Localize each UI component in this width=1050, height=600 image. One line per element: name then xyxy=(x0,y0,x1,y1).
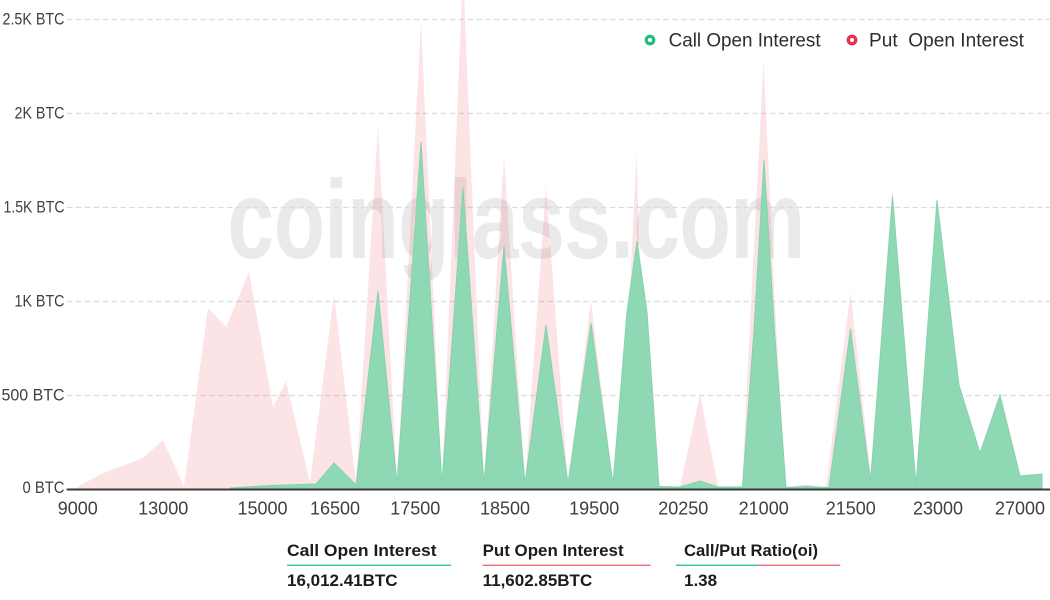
svg-text:23000: 23000 xyxy=(913,498,963,518)
svg-text:16,012.41BTC: 16,012.41BTC xyxy=(287,571,398,590)
svg-text:16500: 16500 xyxy=(310,498,360,518)
svg-text:9000: 9000 xyxy=(58,498,98,518)
svg-text:27000: 27000 xyxy=(995,498,1045,518)
svg-text:13000: 13000 xyxy=(138,498,188,518)
svg-text:Call Open Interest: Call Open Interest xyxy=(669,29,822,51)
svg-text:2.5K BTC: 2.5K BTC xyxy=(3,10,65,29)
svg-text:Put Open Interest: Put Open Interest xyxy=(483,541,624,560)
svg-text:18500: 18500 xyxy=(480,498,530,518)
svg-text:500 BTC: 500 BTC xyxy=(2,385,65,404)
svg-text:17500: 17500 xyxy=(390,498,440,518)
svg-text:Call/Put Ratio(oi): Call/Put Ratio(oi) xyxy=(684,541,818,560)
svg-text:Call Open Interest: Call Open Interest xyxy=(287,541,437,560)
svg-text:coinglass.com: coinglass.com xyxy=(228,157,805,281)
svg-text:1.38: 1.38 xyxy=(684,571,717,590)
svg-text:0 BTC: 0 BTC xyxy=(23,478,65,497)
svg-text:19500: 19500 xyxy=(569,498,619,518)
svg-text:1K BTC: 1K BTC xyxy=(15,292,65,311)
svg-text:21500: 21500 xyxy=(826,498,876,518)
svg-text:11,602.85BTC: 11,602.85BTC xyxy=(483,571,593,590)
svg-text:20250: 20250 xyxy=(658,498,708,518)
svg-text:21000: 21000 xyxy=(739,498,789,518)
svg-text:2K BTC: 2K BTC xyxy=(15,104,65,123)
svg-text:Put Open Interest: Put Open Interest xyxy=(869,29,1025,51)
svg-text:1.5K BTC: 1.5K BTC xyxy=(4,198,65,217)
svg-text:15000: 15000 xyxy=(237,498,287,518)
